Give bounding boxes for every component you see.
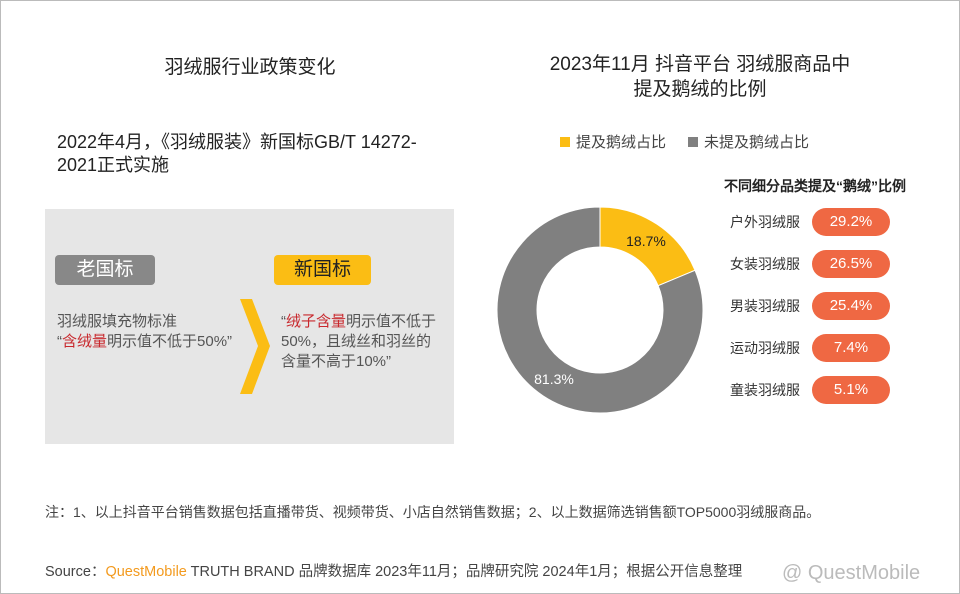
- chart-title: 2023年11月 抖音平台 羽绒服商品中 提及鹅绒的比例: [480, 52, 920, 102]
- category-subtitle: 不同细分品类提及“鹅绒”比例: [724, 178, 906, 194]
- policy-headline: 2022年4月，《羽绒服装》新国标GB/T 14272-2021正式实施: [57, 132, 417, 175]
- footnote: 注：1、以上抖音平台销售数据包括直播带货、视频带货、小店自然销售数据；2、以上数…: [45, 504, 821, 520]
- legend-label: 未提及鹅绒占比: [704, 134, 810, 151]
- chart-legend: 提及鹅绒占比 未提及鹅绒占比: [560, 131, 809, 152]
- donut-slice-1: [496, 206, 704, 414]
- category-value-pill: 25.4%: [812, 292, 890, 320]
- old-rest: 明示值不低于50%”: [107, 333, 233, 350]
- old-standard-line: 羽绒服填充物标准: [57, 313, 178, 330]
- category-row: 运动羽绒服 7.4%: [690, 334, 890, 362]
- legend-item-not-mentioned: 未提及鹅绒占比: [688, 131, 809, 152]
- quote: “: [57, 333, 62, 350]
- source-text: TRUTH BRAND 品牌数据库 2023年11月；品牌研究院 2024年1月…: [186, 564, 743, 580]
- chart-title-line1: 2023年11月 抖音平台 羽绒服商品中: [549, 54, 851, 75]
- brand-name: QuestMobile: [105, 564, 187, 580]
- category-row: 男装羽绒服 25.4%: [690, 292, 890, 320]
- watermark: @ QuestMobile: [782, 562, 921, 584]
- left-title: 羽绒服行业政策变化: [164, 57, 336, 78]
- category-label: 女装羽绒服: [730, 256, 800, 272]
- source-prefix: Source：: [45, 564, 106, 580]
- new-standard-badge: 新国标: [274, 255, 371, 285]
- category-label: 男装羽绒服: [730, 298, 800, 314]
- policy-comparison-panel: 老国标 新国标 羽绒服填充物标准 “含绒量明示值不低于50%” “绒子含量明示值…: [45, 209, 454, 444]
- category-label: 童装羽绒服: [730, 382, 800, 398]
- category-value-pill: 7.4%: [812, 334, 890, 362]
- category-label: 户外羽绒服: [730, 214, 800, 230]
- donut-chart: 18.7% 81.3%: [496, 206, 704, 414]
- category-row: 女装羽绒服 26.5%: [690, 250, 890, 278]
- category-label: 运动羽绒服: [730, 340, 800, 356]
- old-highlight: 含绒量: [62, 333, 108, 350]
- category-row: 户外羽绒服 29.2%: [690, 208, 890, 236]
- category-row: 童装羽绒服 5.1%: [690, 376, 890, 404]
- category-value-pill: 5.1%: [812, 376, 890, 404]
- chart-title-line2: 提及鹅绒的比例: [633, 79, 767, 100]
- new-highlight: 绒子含量: [286, 313, 347, 330]
- old-standard-badge: 老国标: [55, 255, 155, 285]
- new-standard-text: “绒子含量明示值不低于50%，且绒丝和羽丝的含量不高于10%”: [281, 312, 446, 372]
- category-value-pill: 26.5%: [812, 250, 890, 278]
- category-value-pill: 29.2%: [812, 208, 890, 236]
- quote: “: [281, 313, 286, 330]
- source-line: Source：QuestMobile TRUTH BRAND 品牌数据库 202…: [45, 563, 742, 582]
- donut-label-1: 81.3%: [534, 371, 574, 387]
- new-rest: 明示值不低于50%，且绒丝和羽丝的含量不高于10%”: [281, 313, 437, 370]
- legend-swatch: [688, 136, 699, 147]
- chevron-right-icon: [240, 299, 270, 394]
- legend-item-mentioned: 提及鹅绒占比: [560, 131, 666, 152]
- old-standard-text: 羽绒服填充物标准 “含绒量明示值不低于50%”: [57, 312, 247, 352]
- legend-swatch: [560, 136, 570, 147]
- donut-label-0: 18.7%: [626, 233, 666, 249]
- legend-label: 提及鹅绒占比: [576, 134, 667, 151]
